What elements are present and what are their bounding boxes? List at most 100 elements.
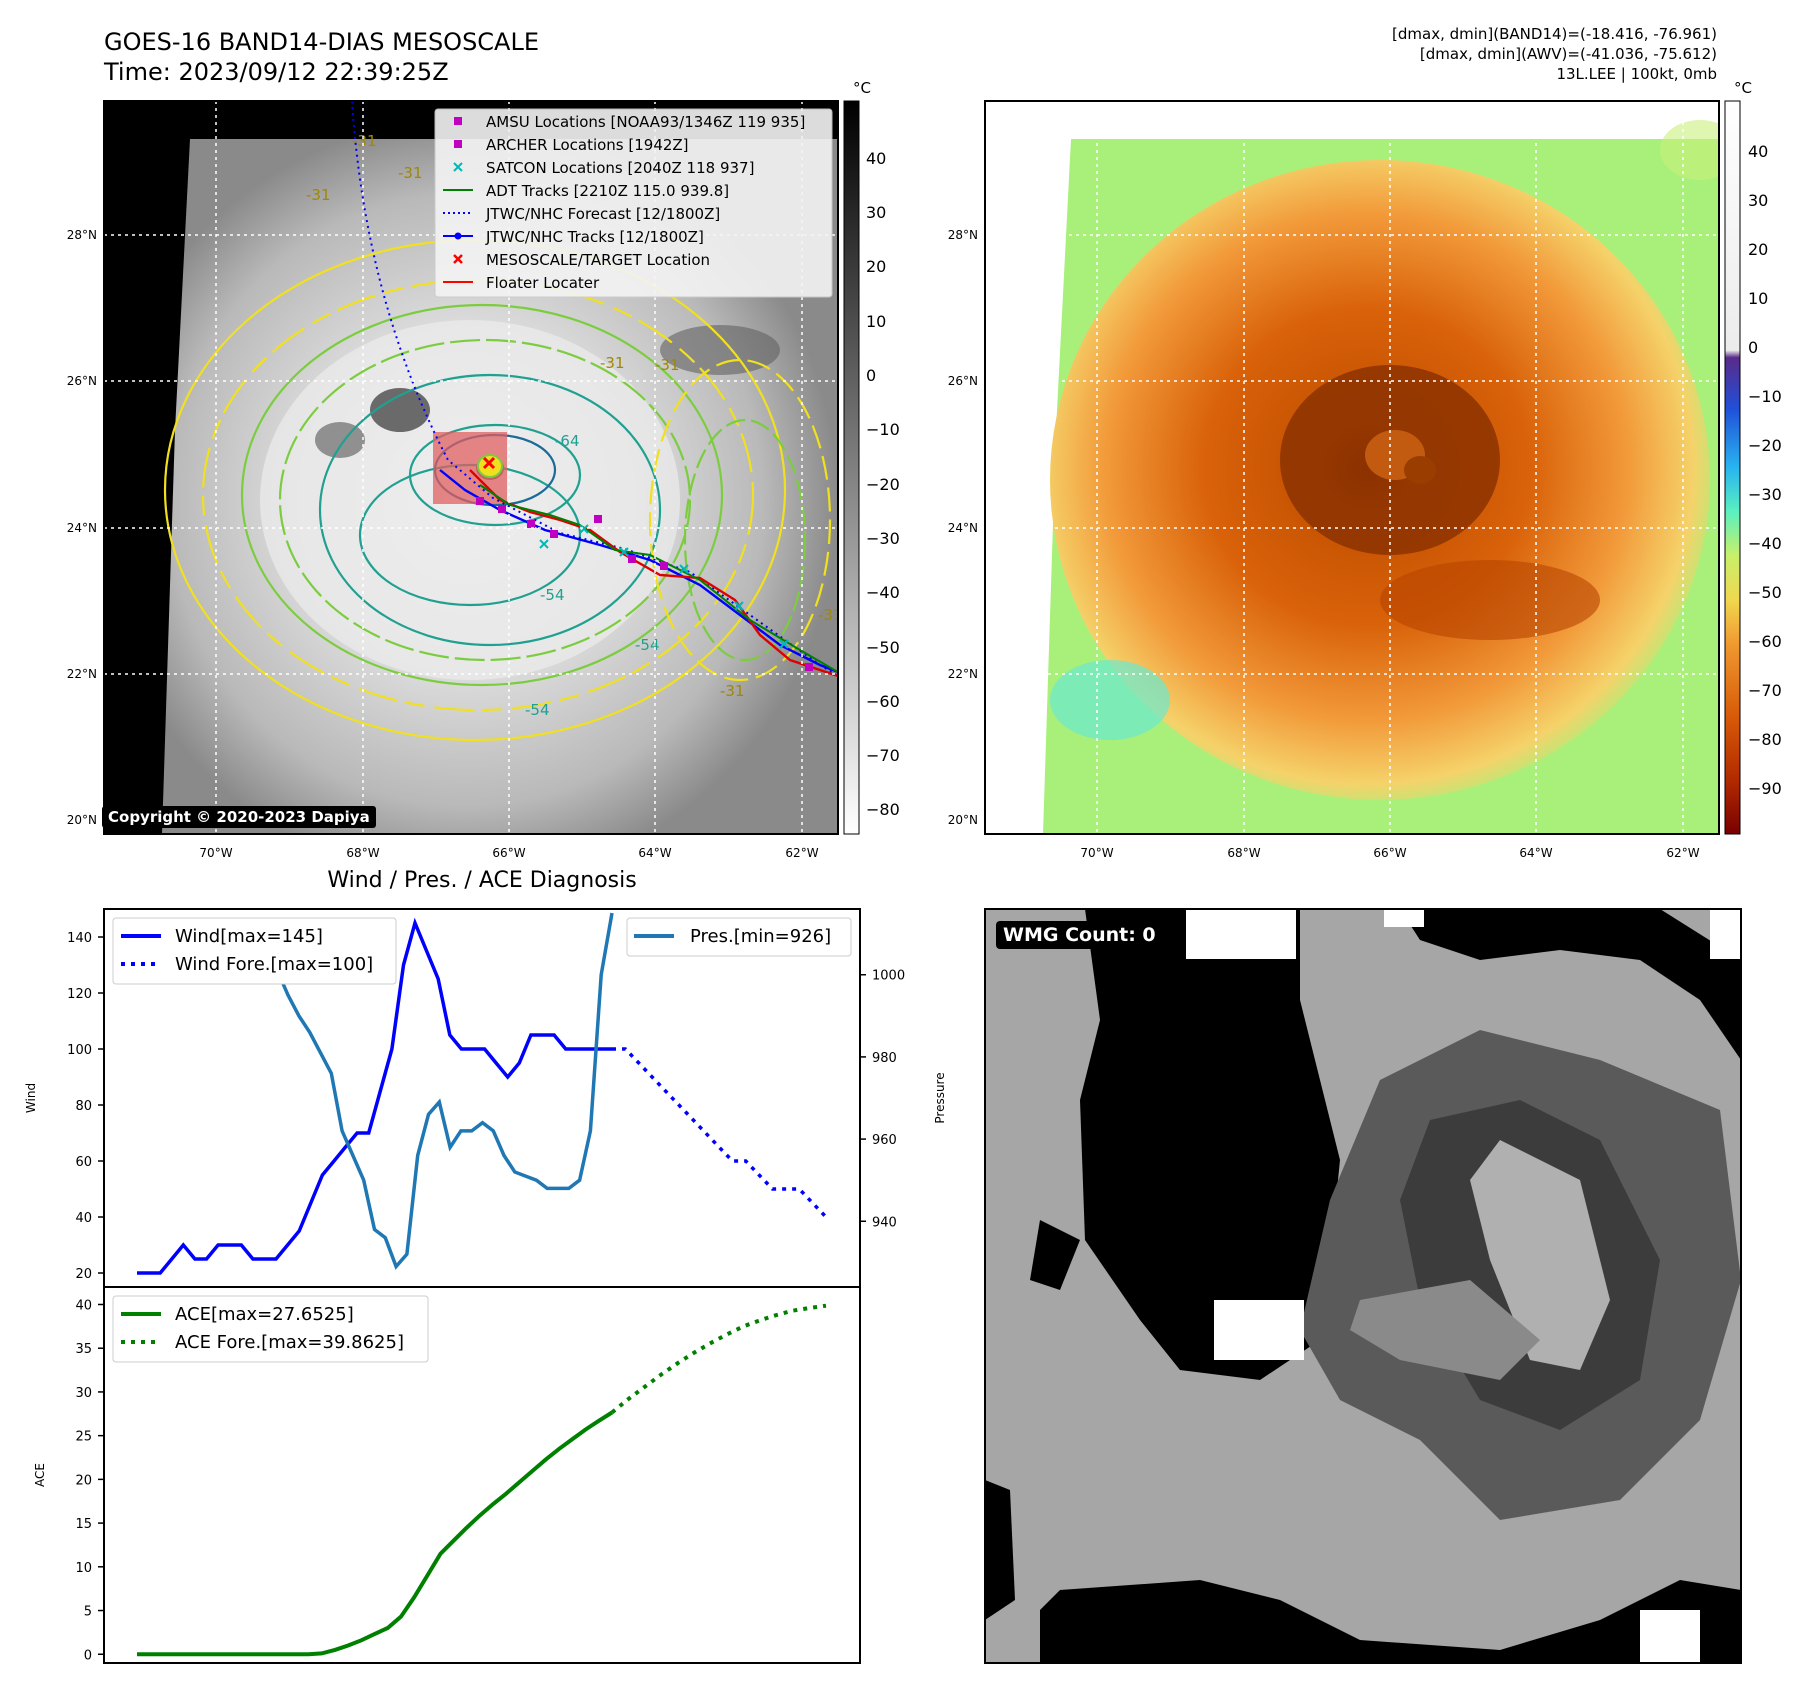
legend-wind-fore: Wind Fore.[max=100] (175, 954, 373, 975)
ace-tick-label: 15 (75, 1517, 92, 1532)
awv-map-panel: 28°N 26°N 24°N 22°N 20°N 70°W 68°W 66°W … (948, 79, 1782, 860)
svg-text:0: 0 (866, 366, 876, 385)
wind-tick-label: 60 (75, 1155, 92, 1170)
wind-tick-label: 80 (75, 1099, 92, 1114)
svg-text:−20: −20 (866, 475, 900, 494)
svg-text:20: 20 (1748, 240, 1768, 259)
awv-lon-labels: 70°W 68°W 66°W 64°W 62°W (1080, 846, 1699, 860)
ace-tick-label: 5 (84, 1605, 92, 1620)
svg-text:−10: −10 (866, 420, 900, 439)
wind-tick-label: 100 (67, 1043, 92, 1058)
figure-time: Time: 2023/09/12 22:39:25Z (103, 58, 449, 86)
awv-lat-labels: 28°N 26°N 24°N 22°N 20°N (948, 228, 978, 827)
wind-tick-label: 40 (75, 1211, 92, 1226)
svg-text:64°W: 64°W (638, 846, 671, 860)
wmg-count-label: WMG Count: 0 (996, 921, 1163, 949)
svg-text:30: 30 (1748, 191, 1768, 210)
svg-text:°C: °C (1734, 79, 1752, 97)
wind-tick-label: 120 (67, 987, 92, 1002)
svg-text:-54: -54 (525, 701, 550, 719)
svg-text:-54: -54 (540, 586, 565, 604)
awv-colorbar: °C 40 30 20 10 0 −10 −20 −30 −40 −50 −60… (1724, 79, 1782, 835)
pressure-tick-label: 960 (872, 1133, 897, 1148)
svg-text:66°W: 66°W (492, 846, 525, 860)
copyright-label: Copyright © 2020-2023 Dapiya (102, 806, 376, 828)
info-awv: [dmax, dmin](AWV)=(-41.036, -75.612) (1420, 45, 1717, 63)
legend-pressure: Pres.[min=926] (690, 926, 831, 947)
legend-floater: Floater Locater (486, 274, 600, 292)
svg-text:24°N: 24°N (67, 521, 97, 535)
svg-text:−50: −50 (1748, 583, 1782, 602)
svg-text:64°W: 64°W (1519, 846, 1552, 860)
ace-ylabel: ACE (33, 1463, 47, 1487)
ir-lon-labels: 70°W 68°W 66°W 64°W 62°W (199, 846, 818, 860)
adt-track (479, 484, 838, 673)
svg-text:0: 0 (1748, 338, 1758, 357)
awv-colorbar-ticks: 40 30 20 10 0 −10 −20 −30 −40 −50 −60 −7… (1748, 142, 1782, 798)
svg-text:22°N: 22°N (67, 667, 97, 681)
svg-text:-31: -31 (818, 606, 843, 624)
svg-text:26°N: 26°N (67, 374, 97, 388)
wmg-panel (984, 908, 1742, 1664)
wind-series (137, 917, 612, 1275)
legend-tracks: JTWC/NHC Tracks [12/1800Z] (485, 228, 704, 246)
legend-target: MESOSCALE/TARGET Location (486, 251, 710, 269)
svg-text:−70: −70 (1748, 681, 1782, 700)
svg-text:−60: −60 (866, 692, 900, 711)
floater-track (469, 469, 838, 678)
svg-text:66°W: 66°W (1373, 846, 1406, 860)
info-storm: 13L.LEE | 100kt, 0mb (1556, 65, 1717, 83)
diagnosis-title: Wind / Pres. / ACE Diagnosis (327, 868, 636, 893)
ir-colorbar-ticks: 40 30 20 10 0 −10 −20 −30 −40 −50 −60 −7… (866, 149, 900, 819)
legend-satcon: SATCON Locations [2040Z 118 937] (486, 159, 754, 177)
info-band14: [dmax, dmin](BAND14)=(-18.416, -76.961) (1392, 25, 1717, 43)
ir-map-panel: -31 -31 -31 -31 -54 -54 -54 -64 -31 -31 … (67, 79, 900, 860)
wind-ylabel: Wind (24, 1083, 38, 1113)
ace-tick-label: 35 (75, 1342, 92, 1357)
svg-text:-64: -64 (555, 432, 580, 450)
svg-text:28°N: 28°N (948, 228, 978, 242)
ace-tick-label: 40 (75, 1298, 92, 1313)
ace-tick-label: 0 (84, 1648, 92, 1663)
amsu-markers (476, 497, 813, 671)
figure-title: GOES-16 BAND14-DIAS MESOSCALE (104, 28, 539, 56)
satcon-markers (539, 524, 789, 649)
svg-text:22°N: 22°N (948, 667, 978, 681)
svg-text:−80: −80 (866, 800, 900, 819)
svg-text:20: 20 (866, 257, 886, 276)
ace-tick-label: 30 (75, 1386, 92, 1401)
legend-amsu: AMSU Locations [NOAA93/1346Z 119 935] (486, 113, 805, 131)
svg-text:40: 40 (1748, 142, 1768, 161)
svg-text:−40: −40 (866, 583, 900, 602)
svg-text:28°N: 28°N (67, 228, 97, 242)
pressure-ylabel: Pressure (933, 1072, 947, 1123)
svg-text:−90: −90 (1748, 779, 1782, 798)
svg-text:40: 40 (866, 149, 886, 168)
pressure-legend: Pres.[min=926] (626, 917, 852, 957)
ace-chart: ACE 0 5 10 15 20 25 30 35 40 ACE[max=27.6525] AC… (33, 1286, 861, 1664)
svg-text:10: 10 (866, 312, 886, 331)
contour-labels: -31 -31 -31 -31 -54 -54 -54 -64 -31 -31 … (306, 132, 843, 719)
svg-text:-31: -31 (600, 354, 625, 372)
wind-legend: Wind[max=145] Wind Fore.[max=100] (112, 917, 397, 985)
svg-text:−30: −30 (866, 529, 900, 548)
svg-text:30: 30 (866, 203, 886, 222)
wind-chart: Wind Pressure 20 40 60 80 100 120 140 940 960 98… (24, 908, 947, 1288)
pressure-tick-label: 980 (872, 1051, 897, 1066)
legend-forecast: JTWC/NHC Forecast [12/1800Z] (485, 205, 720, 223)
ace-tick-label: 25 (75, 1430, 92, 1445)
legend-ace-fore: ACE Fore.[max=39.8625] (175, 1332, 404, 1353)
svg-text:62°W: 62°W (1666, 846, 1699, 860)
svg-text:-31: -31 (655, 356, 680, 374)
svg-text:−20: −20 (1748, 436, 1782, 455)
svg-text:-31: -31 (398, 164, 423, 182)
pressure-tick-label: 940 (872, 1215, 897, 1230)
svg-text:−70: −70 (866, 746, 900, 765)
wind-tick-label: 140 (67, 931, 92, 946)
ir-lat-labels: 28°N 26°N 24°N 22°N 20°N (67, 228, 97, 827)
svg-text:−40: −40 (1748, 534, 1782, 553)
ir-colorbar: °C 40 30 20 10 0 −10 −20 −30 −40 −50 −60… (843, 79, 900, 835)
svg-text:-31: -31 (306, 186, 331, 204)
svg-text:24°N: 24°N (948, 521, 978, 535)
